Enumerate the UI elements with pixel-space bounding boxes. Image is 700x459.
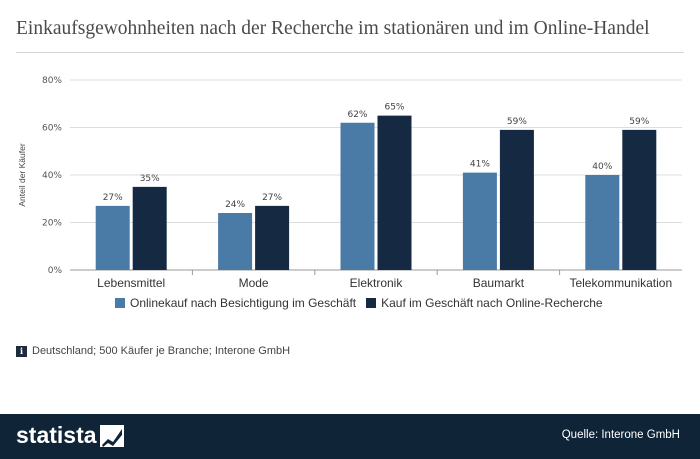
y-tick-label: 80%: [42, 76, 62, 86]
y-tick-label: 20%: [42, 219, 62, 229]
data-label: 35%: [140, 174, 160, 184]
bar-series-1: [462, 172, 497, 270]
statista-logo[interactable]: statista: [16, 422, 124, 449]
bar-chart: 0% 20% 40% 60% 80% Anteil der Käufer 27% 35% Leb…: [17, 76, 682, 290]
bar-series-2: [255, 205, 290, 270]
data-label: 59%: [629, 117, 649, 127]
bar-series-1: [585, 175, 620, 270]
bar-series-2: [377, 115, 412, 270]
bar-series-2: [132, 186, 167, 270]
bar-series-1: [340, 122, 375, 270]
category-label: Lebensmittel: [97, 276, 165, 290]
footer-bar: statista Quelle: Interone GmbH: [0, 414, 700, 459]
legend-label-series-1: Onlinekauf nach Besichtigung im Geschäft: [130, 296, 357, 310]
title-divider: [16, 52, 684, 53]
y-tick-label: 60%: [42, 124, 62, 134]
legend-item-series-1[interactable]: Onlinekauf nach Besichtigung im Geschäft: [115, 296, 356, 310]
y-axis-label: Anteil der Käufer: [17, 143, 27, 206]
data-label: 59%: [507, 117, 527, 127]
statista-logo-icon: [99, 424, 124, 447]
chart-title: Einkaufsgewohnheiten nach der Recherche …: [16, 18, 650, 39]
legend-swatch-series-1: [115, 298, 125, 308]
category-label: Mode: [239, 276, 269, 290]
bar-series-2: [499, 129, 534, 270]
source-note: i Deutschland; 500 Käufer je Branche; In…: [16, 345, 290, 357]
category-label: Baumarkt: [473, 276, 525, 290]
y-tick-label: 0%: [48, 266, 63, 276]
data-label: 27%: [103, 193, 123, 203]
bar-series-1: [218, 213, 253, 270]
legend-label-series-2: Kauf im Geschäft nach Online-Recherche: [381, 296, 603, 310]
info-icon[interactable]: i: [16, 345, 27, 357]
data-label: 65%: [384, 103, 404, 113]
source-credit[interactable]: Quelle: Interone GmbH: [561, 429, 680, 441]
bar-series-1: [95, 205, 130, 270]
logo-text: statista: [16, 422, 97, 448]
category-label: Elektronik: [350, 276, 404, 290]
data-label: 62%: [347, 110, 367, 120]
y-tick-label: 40%: [42, 171, 62, 181]
category-label: Telekommunikation: [569, 276, 672, 290]
data-label: 41%: [470, 160, 490, 170]
chart-legend: Onlinekauf nach Besichtigung im Geschäft…: [115, 294, 613, 312]
legend-swatch-series-2: [366, 298, 377, 308]
source-note-text: Deutschland; 500 Käufer je Branche; Inte…: [32, 345, 291, 357]
data-label: 40%: [592, 162, 612, 172]
legend-item-series-2[interactable]: Kauf im Geschäft nach Online-Recherche: [366, 296, 603, 310]
data-label: 27%: [262, 193, 282, 203]
data-label: 24%: [225, 200, 245, 210]
bar-series-2: [622, 129, 657, 270]
